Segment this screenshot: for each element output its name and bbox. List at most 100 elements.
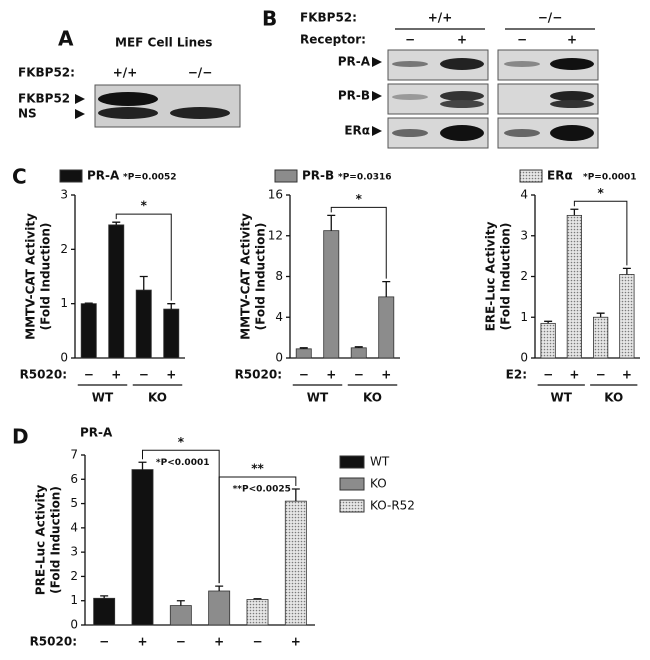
group-label: KO (363, 391, 382, 405)
bar (93, 597, 116, 626)
blot-title: MEF Cell Lines (115, 36, 212, 50)
y-tick-label: 3 (60, 188, 68, 202)
p-value: *P=0.0001 (583, 173, 637, 183)
significance-mark: ** (251, 462, 264, 476)
y-tick-label: 1 (520, 310, 528, 324)
legend-swatch (59, 169, 83, 183)
row-label: FKBP52: (18, 66, 75, 80)
y-axis-label: (Fold Induction) (499, 223, 513, 331)
bar (619, 274, 635, 359)
band (170, 107, 230, 119)
x-tick-label: − (354, 368, 364, 382)
x-tick-label: + (291, 635, 301, 649)
legend-swatch (339, 455, 365, 469)
x-tick-label: − (299, 368, 309, 382)
error-bar (622, 267, 631, 275)
group-label: WT (551, 391, 573, 405)
group-label: WT (92, 391, 114, 405)
genotype: −/− (188, 66, 213, 80)
bar (163, 308, 180, 359)
receptor-sign: + (457, 33, 467, 47)
bar (378, 296, 395, 359)
y-tick-label: 2 (60, 242, 68, 256)
receptor-sign: − (405, 33, 415, 47)
y-axis-label: ERE-Luc Activity (484, 221, 498, 331)
bracket (115, 213, 172, 301)
genotype: +/+ (113, 66, 138, 80)
treatment-label: R5020: (235, 368, 282, 382)
y-tick-label: 4 (520, 188, 528, 202)
y-tick-label: 2 (70, 569, 78, 583)
error-bar (112, 221, 121, 225)
legend-label: ERα (547, 169, 573, 183)
treatment-label: R5020: (30, 635, 77, 649)
p-value: **P<0.0025 (233, 485, 291, 495)
panel-label: A (58, 27, 74, 51)
error-bar (253, 598, 262, 600)
bracket (330, 206, 387, 279)
blot-b (387, 49, 599, 149)
bar (295, 348, 312, 359)
receptor-sign: − (517, 33, 527, 47)
x-tick-label: + (622, 368, 632, 382)
y-axis-label: (Fold Induction) (39, 223, 53, 331)
y-tick-label: 0 (70, 618, 78, 632)
error-bar (327, 214, 336, 231)
significance-mark: * (141, 199, 148, 213)
x-tick-label: + (111, 368, 121, 382)
bar (108, 224, 125, 359)
band-label: NS (18, 107, 37, 121)
significance-mark: * (597, 186, 604, 200)
error-bar (299, 347, 308, 349)
x-tick-label: + (214, 635, 224, 649)
legend-swatch (274, 169, 298, 183)
bracket (218, 476, 297, 584)
x-tick-label: − (99, 635, 109, 649)
bar (284, 500, 307, 626)
y-tick-label: 1 (60, 296, 68, 310)
x-tick-label: + (137, 635, 147, 649)
y-tick-label: 6 (70, 472, 78, 486)
x-tick-label: − (252, 635, 262, 649)
y-axis-label: MMTV-CAT Activity (24, 213, 38, 340)
arrow (75, 109, 85, 119)
bar (80, 303, 97, 359)
band (98, 92, 158, 106)
significance-mark: * (178, 435, 185, 449)
x-tick-label: + (326, 368, 336, 382)
y-tick-label: 12 (268, 228, 283, 242)
error-bar (570, 208, 579, 216)
arrow (372, 91, 382, 101)
p-value: *P<0.0001 (156, 458, 210, 468)
bar (131, 469, 154, 626)
x-tick-label: − (139, 368, 149, 382)
row-label: Receptor: (300, 33, 366, 47)
y-tick-label: 7 (70, 448, 78, 462)
panel-label: B (262, 7, 277, 31)
x-tick-label: + (569, 368, 579, 382)
treatment-label: E2: (506, 368, 527, 382)
y-axis-label: (Fold Induction) (254, 223, 268, 331)
legend-label: KO-R52 (370, 499, 415, 513)
y-tick-label: 8 (275, 269, 283, 283)
band-label: PR-B (338, 89, 370, 103)
band-label: ERα (344, 124, 370, 138)
error-bar (544, 320, 553, 324)
y-tick-label: 4 (275, 310, 283, 324)
arrow (372, 126, 382, 136)
panel-label: D (12, 425, 29, 449)
receptor-sign: + (567, 33, 577, 47)
band-label: PR-A (338, 55, 371, 69)
error-bar (138, 461, 147, 470)
x-tick-label: + (381, 368, 391, 382)
error-bar (215, 585, 224, 591)
p-value: *P=0.0316 (338, 173, 392, 183)
x-tick-label: − (543, 368, 553, 382)
error-bar (291, 488, 300, 502)
y-axis-label: MMTV-CAT Activity (239, 213, 253, 340)
y-tick-label: 1 (70, 593, 78, 607)
y-tick-label: 0 (60, 351, 68, 365)
legend-swatch (339, 477, 365, 491)
